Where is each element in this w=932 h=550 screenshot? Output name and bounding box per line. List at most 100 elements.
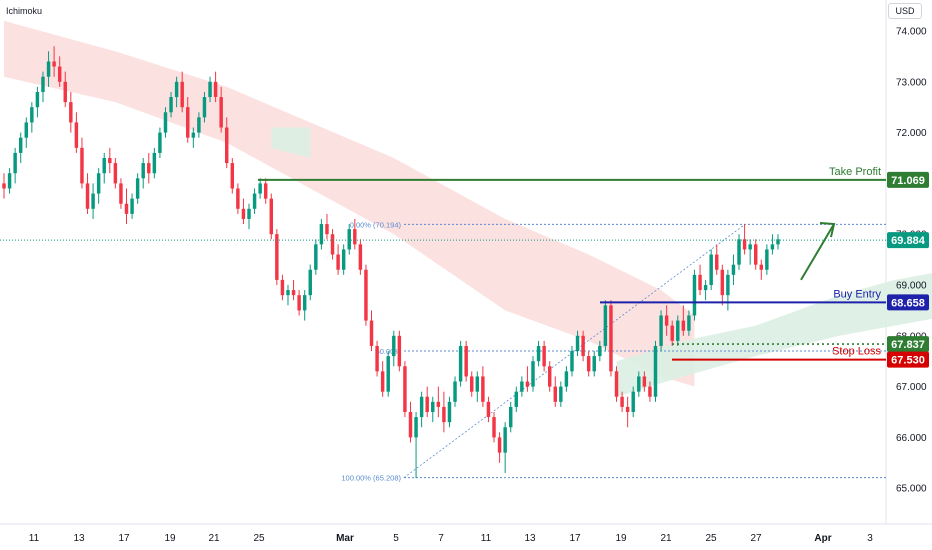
- candle-body: [186, 107, 190, 138]
- candle-body: [208, 81, 212, 98]
- candle: [191, 127, 196, 148]
- candle: [336, 244, 340, 275]
- candle-body: [653, 345, 658, 397]
- y-tick-label: 65.000: [896, 484, 927, 495]
- candle: [330, 229, 335, 260]
- candle-body: [291, 290, 296, 296]
- candle: [648, 381, 652, 402]
- candle: [392, 330, 396, 367]
- price-tag-bg: [887, 351, 929, 368]
- candle-body: [386, 356, 390, 392]
- candle: [369, 310, 374, 352]
- candle: [208, 76, 212, 103]
- candle-body: [403, 366, 407, 412]
- ichimoku-cloud-twist: [271, 127, 311, 158]
- candle-body: [442, 406, 446, 423]
- candle: [219, 86, 223, 133]
- candle-body: [74, 122, 79, 148]
- candle: [180, 71, 184, 113]
- candle: [13, 147, 17, 184]
- candle-body: [46, 61, 51, 77]
- price-tag-text: 71.069: [891, 175, 925, 187]
- candle-body: [453, 381, 457, 402]
- candle-body: [586, 356, 591, 372]
- candle: [7, 168, 12, 194]
- candle: [765, 244, 769, 275]
- candle-body: [152, 152, 157, 174]
- candle: [158, 127, 162, 158]
- candle: [715, 244, 719, 275]
- candle: [213, 71, 218, 103]
- candle-body: [765, 249, 769, 270]
- candle: [620, 391, 624, 412]
- candle: [124, 188, 129, 225]
- candle-body: [197, 117, 201, 133]
- fib-level-label: 100.00% (65.208): [341, 474, 401, 483]
- candle-body: [542, 345, 546, 367]
- candle-body: [286, 290, 290, 296]
- candle: [681, 305, 686, 336]
- candle-body: [252, 193, 257, 209]
- price-tag-bg: [887, 232, 929, 249]
- candle-body: [113, 163, 118, 184]
- y-tick-label: 67.000: [896, 382, 927, 393]
- ichimoku-cloud-bearish: [4, 20, 695, 387]
- candle: [564, 366, 569, 392]
- candle: [141, 158, 145, 189]
- candle-body: [759, 264, 764, 270]
- candle: [108, 147, 112, 174]
- candle: [692, 269, 697, 321]
- candle-body: [169, 97, 173, 113]
- candle-body: [247, 208, 251, 219]
- candle: [135, 173, 140, 204]
- candle-body: [748, 244, 752, 250]
- candle-body: [458, 345, 463, 382]
- candle: [442, 391, 446, 433]
- candle-body: [414, 417, 418, 438]
- candle-body: [7, 173, 12, 189]
- candle: [18, 132, 23, 164]
- candle: [174, 76, 179, 108]
- candle: [770, 234, 775, 255]
- candle-body: [664, 315, 669, 326]
- candle: [147, 152, 151, 184]
- candle-body: [536, 345, 541, 362]
- candle: [163, 107, 168, 138]
- candle-body: [547, 366, 552, 387]
- candle: [598, 340, 602, 362]
- y-axis[interactable]: 74.00073.00072.00071.00070.00069.00068.0…: [896, 27, 927, 495]
- candle-body: [57, 66, 62, 82]
- candle-body: [408, 412, 413, 438]
- candle-body: [163, 112, 168, 133]
- candle: [520, 376, 524, 397]
- currency-selector[interactable]: USD: [888, 3, 922, 19]
- candle: [91, 183, 95, 219]
- candle-body: [603, 305, 608, 346]
- candle: [742, 224, 747, 255]
- x-tick-label: 7: [438, 533, 444, 544]
- candle-body: [108, 158, 112, 164]
- candle-body: [91, 193, 95, 209]
- candle-body: [436, 401, 441, 407]
- candle-body: [464, 345, 468, 377]
- price-tag-text: 69.884: [891, 235, 926, 247]
- candle: [236, 183, 240, 214]
- candle: [30, 102, 34, 133]
- candle-body: [614, 371, 619, 397]
- fib-trend-line: [403, 224, 746, 478]
- candle: [570, 345, 574, 377]
- x-axis[interactable]: 11 13 17 19 21 25 Mar 5 7 11 13 17 19 21 25 27 Apr 3: [29, 533, 873, 544]
- candle-body: [52, 61, 56, 67]
- buy-entry-price-tag: 68.658: [887, 294, 929, 311]
- candle-body: [258, 183, 262, 194]
- candle-body: [24, 122, 28, 138]
- candle: [525, 366, 530, 392]
- price-tag-bg: [887, 336, 929, 353]
- candle-body: [330, 234, 335, 255]
- candle: [24, 117, 28, 148]
- candle: [225, 117, 229, 169]
- candle: [447, 396, 452, 428]
- candle-body: [709, 254, 713, 285]
- candle: [252, 188, 257, 214]
- candle: [687, 310, 691, 336]
